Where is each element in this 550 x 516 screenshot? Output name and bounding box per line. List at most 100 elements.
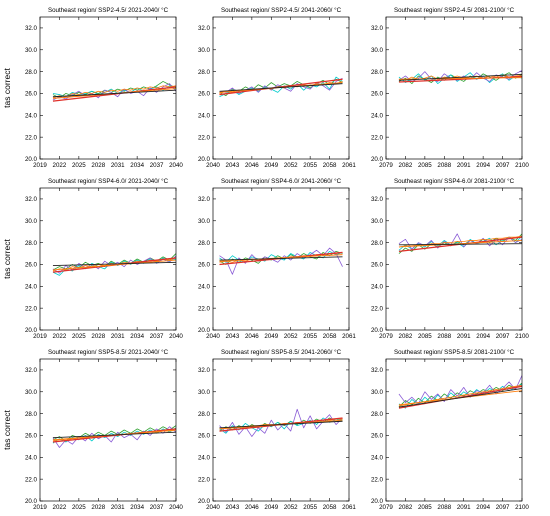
y-tick-label: 22.0	[198, 134, 211, 141]
y-tick-label: 32.0	[198, 367, 211, 374]
x-tick-label: 2082	[399, 333, 413, 340]
y-tick-label: 24.0	[25, 284, 38, 291]
panel-title: Southeast region/ SSP5-8.5/ 2021-2040/ °…	[48, 349, 169, 356]
y-tick-label: 32.0	[25, 367, 38, 374]
x-tick-label: 2055	[303, 333, 317, 340]
x-tick-label: 2046	[245, 162, 259, 169]
x-tick-label: 2052	[284, 333, 298, 340]
y-tick-label: 24.0	[25, 113, 38, 120]
y-tick-label: 26.0	[25, 433, 38, 440]
y-tick-label: 30.0	[25, 389, 38, 396]
x-tick-label: 2049	[264, 162, 278, 169]
x-tick-label: 2046	[245, 504, 259, 511]
x-tick-label: 2034	[130, 333, 144, 340]
y-tick-label: 24.0	[371, 113, 384, 120]
x-tick-label: 2088	[437, 333, 451, 340]
plot-frame	[39, 187, 177, 331]
x-tick-label: 2055	[303, 504, 317, 511]
chart-panel-6: Southeast region/ SSP4-6.0/ 2081-2100/ °…	[371, 178, 529, 340]
x-tick-label: 2058	[323, 162, 337, 169]
y-tick-label: 22.0	[25, 305, 38, 312]
x-tick-label: 2043	[226, 504, 240, 511]
y-axis-label: tas correct	[2, 239, 12, 279]
series-line-3	[219, 247, 343, 275]
x-tick-label: 2100	[515, 162, 529, 169]
y-tick-label: 20.0	[198, 327, 211, 334]
chart-panel-8: Southeast region/ SSP5-8.5/ 2041-2060/ °…	[198, 349, 356, 511]
y-tick-label: 26.0	[198, 433, 211, 440]
trend-line-3	[398, 73, 522, 81]
plot-area	[52, 81, 176, 102]
y-tick-label: 22.0	[198, 476, 211, 483]
y-tick-label: 32.0	[198, 25, 211, 32]
y-tick-label: 30.0	[371, 218, 384, 225]
y-tick-label: 24.0	[198, 455, 211, 462]
trend-line-1	[398, 385, 522, 409]
y-tick-label: 30.0	[371, 47, 384, 54]
y-tick-label: 24.0	[198, 113, 211, 120]
y-tick-label: 24.0	[25, 455, 38, 462]
y-tick-label: 22.0	[25, 476, 38, 483]
x-tick-label: 2025	[72, 333, 86, 340]
x-tick-label: 2031	[111, 333, 125, 340]
y-tick-label: 26.0	[25, 91, 38, 98]
y-axis-label: tas correct	[2, 68, 12, 108]
series-line-3	[52, 426, 176, 448]
series-line-2	[219, 76, 343, 98]
x-tick-label: 2037	[150, 333, 164, 340]
trend-line-3	[219, 83, 343, 92]
x-tick-label: 2037	[150, 504, 164, 511]
trend-line-3	[52, 431, 176, 439]
series-line-2	[52, 85, 176, 98]
x-tick-label: 2037	[150, 162, 164, 169]
chart-panel-2: Southeast region/ SSP2-4.5/ 2041-2060/ °…	[198, 7, 356, 169]
y-tick-label: 26.0	[198, 91, 211, 98]
series-line-4	[52, 85, 176, 99]
x-tick-label: 2028	[91, 504, 105, 511]
x-tick-label: 2097	[496, 504, 510, 511]
trend-line-3	[52, 261, 176, 267]
plot-area	[219, 76, 343, 98]
y-tick-label: 30.0	[198, 218, 211, 225]
y-tick-label: 26.0	[198, 262, 211, 269]
y-tick-label: 22.0	[371, 305, 384, 312]
trend-line-2	[398, 239, 522, 248]
x-tick-label: 2022	[53, 333, 67, 340]
y-tick-label: 32.0	[371, 196, 384, 203]
x-tick-label: 2046	[245, 333, 259, 340]
y-tick-label: 32.0	[198, 196, 211, 203]
trend-line-3	[219, 256, 343, 261]
x-tick-label: 2058	[323, 333, 337, 340]
trend-line-2	[219, 254, 343, 262]
y-tick-label: 20.0	[371, 327, 384, 334]
chart-panel-3: Southeast region/ SSP2-4.5/ 2081-2100/ °…	[371, 7, 529, 169]
y-tick-label: 24.0	[371, 455, 384, 462]
x-tick-label: 2097	[496, 333, 510, 340]
trend-line-1	[52, 86, 176, 102]
trend-line-1	[52, 428, 176, 443]
x-tick-label: 2091	[457, 162, 471, 169]
x-tick-label: 2040	[206, 162, 220, 169]
x-tick-label: 2031	[111, 504, 125, 511]
y-tick-label: 22.0	[198, 305, 211, 312]
y-tick-label: 30.0	[25, 218, 38, 225]
y-tick-label: 20.0	[25, 327, 38, 334]
plot-frame	[385, 358, 523, 502]
panel-title: Southeast region/ SSP4-6.0/ 2041-2060/ °…	[221, 178, 342, 185]
panel-title: Southeast region/ SSP5-8.5/ 2041-2060/ °…	[221, 349, 342, 356]
y-tick-label: 30.0	[198, 389, 211, 396]
x-tick-label: 2085	[418, 162, 432, 169]
x-tick-label: 2049	[264, 333, 278, 340]
y-tick-label: 30.0	[371, 389, 384, 396]
y-tick-label: 20.0	[371, 156, 384, 163]
x-tick-label: 2058	[323, 504, 337, 511]
chart-panel-1: Southeast region/ SSP2-4.5/ 2021-2040/ °…	[2, 7, 183, 169]
y-tick-label: 32.0	[25, 25, 38, 32]
x-tick-label: 2079	[379, 333, 393, 340]
x-tick-label: 2094	[476, 504, 490, 511]
x-tick-label: 2079	[379, 504, 393, 511]
y-tick-label: 28.0	[198, 240, 211, 247]
x-tick-label: 2088	[437, 504, 451, 511]
x-tick-label: 2040	[206, 333, 220, 340]
plot-frame	[385, 187, 523, 331]
